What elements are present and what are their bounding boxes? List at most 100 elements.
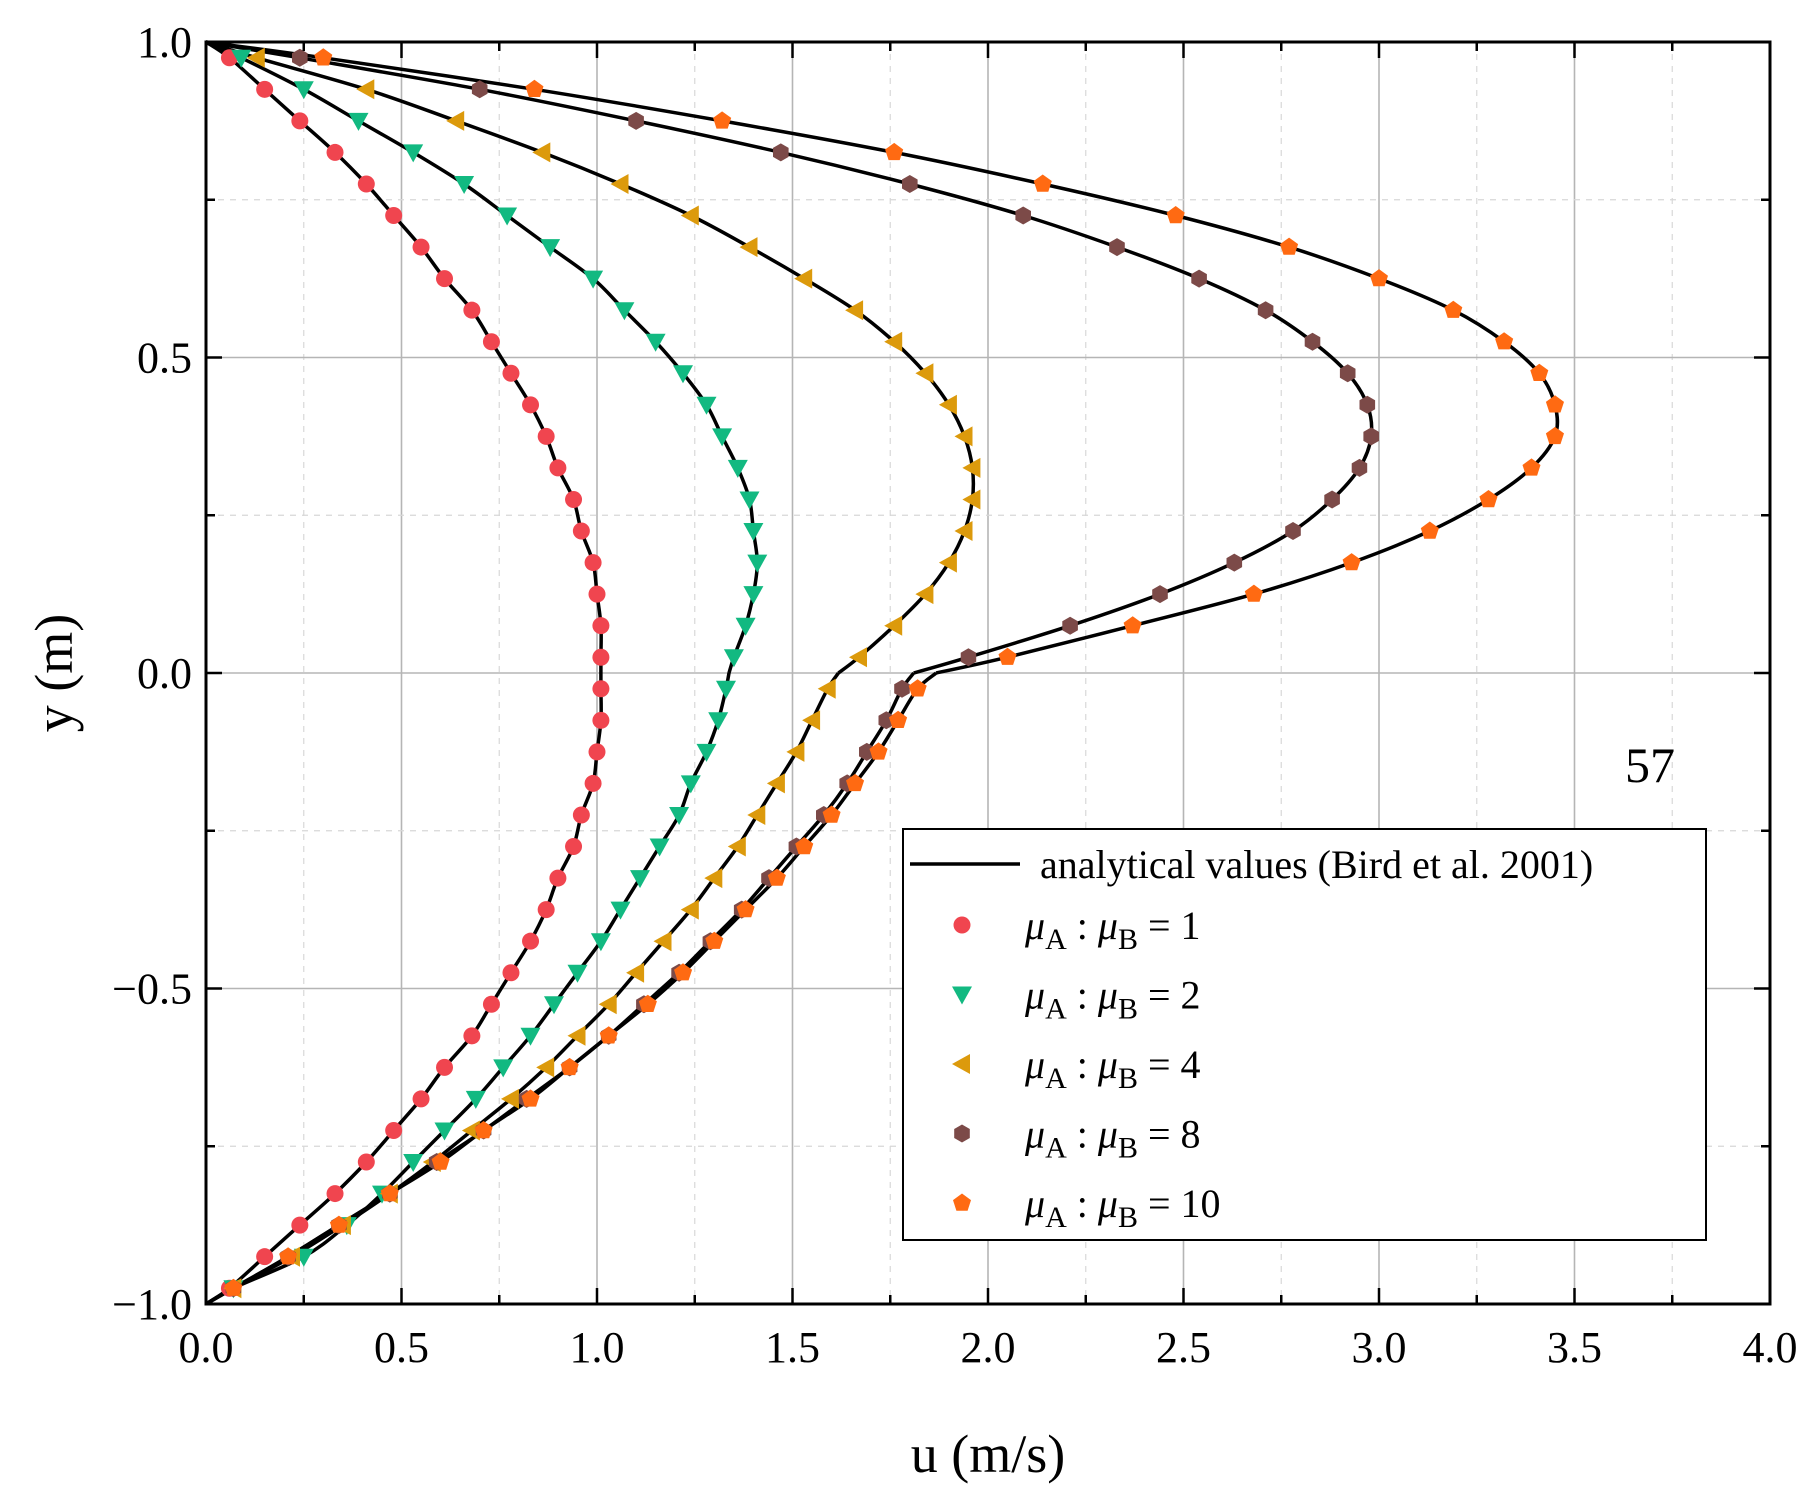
- data-point-marker: [716, 680, 736, 699]
- data-point-marker: [1257, 301, 1274, 320]
- data-point-marker: [998, 647, 1017, 665]
- data-point-marker: [1339, 364, 1356, 383]
- data-point-marker: [712, 428, 733, 447]
- data-point-marker: [704, 868, 723, 889]
- data-point-marker: [326, 1185, 344, 1203]
- data-point-marker: [572, 522, 590, 540]
- data-point-marker: [952, 1054, 970, 1074]
- data-point-marker: [544, 996, 564, 1015]
- data-point-marker: [962, 457, 981, 478]
- data-point-marker: [743, 523, 764, 541]
- data-point-marker: [314, 48, 333, 66]
- data-point-marker: [822, 805, 841, 823]
- data-point-marker: [794, 268, 813, 289]
- axis-ticks: [204, 40, 1772, 1306]
- data-point-marker: [1530, 363, 1549, 381]
- y-tick-label: −1.0: [112, 1280, 192, 1329]
- y-tick-labels: −1.0 −0.5 0.0 0.5 1.0: [112, 18, 192, 1329]
- data-point-marker: [592, 711, 610, 729]
- data-point-marker: [1226, 553, 1243, 572]
- data-point-marker: [638, 994, 657, 1012]
- data-point-marker: [532, 142, 551, 163]
- x-tick-label: 2.5: [1156, 1323, 1211, 1372]
- data-point-marker: [584, 554, 602, 572]
- data-point-marker: [567, 1025, 586, 1046]
- data-point-marker: [565, 490, 583, 508]
- data-point-marker: [474, 1121, 493, 1139]
- data-point-marker: [1495, 332, 1514, 350]
- data-point-marker: [465, 1090, 486, 1109]
- data-point-marker: [588, 743, 606, 761]
- data-point-marker: [599, 1026, 618, 1044]
- data-point-marker: [357, 175, 375, 193]
- data-point-marker: [915, 584, 934, 605]
- data-point-marker: [348, 112, 369, 131]
- data-point-marker: [598, 994, 617, 1015]
- data-point-marker: [739, 491, 760, 510]
- x-tick-label: 3.0: [1352, 1323, 1407, 1372]
- data-point-marker: [436, 270, 454, 288]
- data-point-marker: [536, 1057, 555, 1078]
- data-point-marker: [653, 931, 672, 952]
- data-point-marker: [501, 1088, 519, 1109]
- analytical-curve: [205, 40, 1560, 1306]
- data-point-marker: [743, 586, 764, 605]
- data-point-marker: [293, 81, 314, 100]
- data-point-marker: [463, 1027, 481, 1045]
- data-point-marker: [708, 712, 729, 731]
- data-point-marker: [1359, 395, 1376, 414]
- data-point-marker: [735, 617, 756, 636]
- data-point-marker: [739, 237, 758, 258]
- data-point-marker: [537, 427, 555, 445]
- data-point-marker: [1444, 300, 1463, 318]
- data-point-marker: [1244, 584, 1263, 602]
- data-point-marker: [291, 112, 309, 130]
- data-point-marker: [436, 1058, 454, 1076]
- data-point-marker: [1324, 490, 1340, 509]
- data-point-marker: [560, 1057, 579, 1076]
- data-point-marker: [1123, 616, 1142, 634]
- data-point-marker: [463, 301, 481, 319]
- data-point-marker: [610, 901, 631, 920]
- data-point-marker: [326, 143, 344, 161]
- data-point-marker: [649, 838, 670, 857]
- data-point-marker: [696, 743, 717, 762]
- data-point-marker: [497, 207, 518, 226]
- data-point-marker: [938, 394, 957, 415]
- data-point-marker: [1015, 206, 1031, 225]
- data-point-marker: [584, 774, 602, 792]
- data-point-marker: [588, 585, 606, 603]
- data-point-marker: [521, 1089, 540, 1107]
- data-point-marker: [231, 49, 252, 68]
- data-point-marker: [357, 1153, 375, 1171]
- data-point-marker: [884, 331, 903, 352]
- data-point-marker: [846, 773, 865, 792]
- data-point-marker: [502, 964, 520, 982]
- data-point-marker: [292, 48, 308, 67]
- data-point-marker: [454, 176, 475, 194]
- data-point-marker: [224, 1278, 243, 1296]
- legend-series-label: μA : μB = 8: [1024, 1112, 1201, 1165]
- data-point-marker: [953, 916, 971, 934]
- y-tick-label: −0.5: [112, 965, 192, 1014]
- data-point-marker: [549, 459, 567, 477]
- data-point-marker: [592, 648, 610, 666]
- data-point-marker: [540, 239, 561, 258]
- x-tick-label: 1.0: [570, 1323, 625, 1372]
- data-point-marker: [630, 870, 650, 889]
- data-point-marker: [767, 868, 786, 886]
- x-tick-label: 0.0: [179, 1323, 234, 1372]
- x-tick-label: 4.0: [1743, 1323, 1798, 1372]
- data-point-marker: [669, 807, 690, 825]
- data-point-marker: [291, 1216, 309, 1234]
- data-point-marker: [380, 1184, 399, 1202]
- x-tick-label: 0.5: [374, 1323, 429, 1372]
- data-point-marker: [680, 899, 699, 920]
- data-point-marker: [522, 396, 540, 414]
- data-point-marker: [747, 805, 766, 825]
- data-point-marker: [471, 80, 488, 99]
- data-point-marker: [954, 426, 973, 447]
- legend-analytical-label: analytical values (Bird et al. 2001): [1040, 842, 1593, 887]
- y-tick-label: 1.0: [137, 18, 192, 67]
- data-point-marker: [482, 995, 500, 1013]
